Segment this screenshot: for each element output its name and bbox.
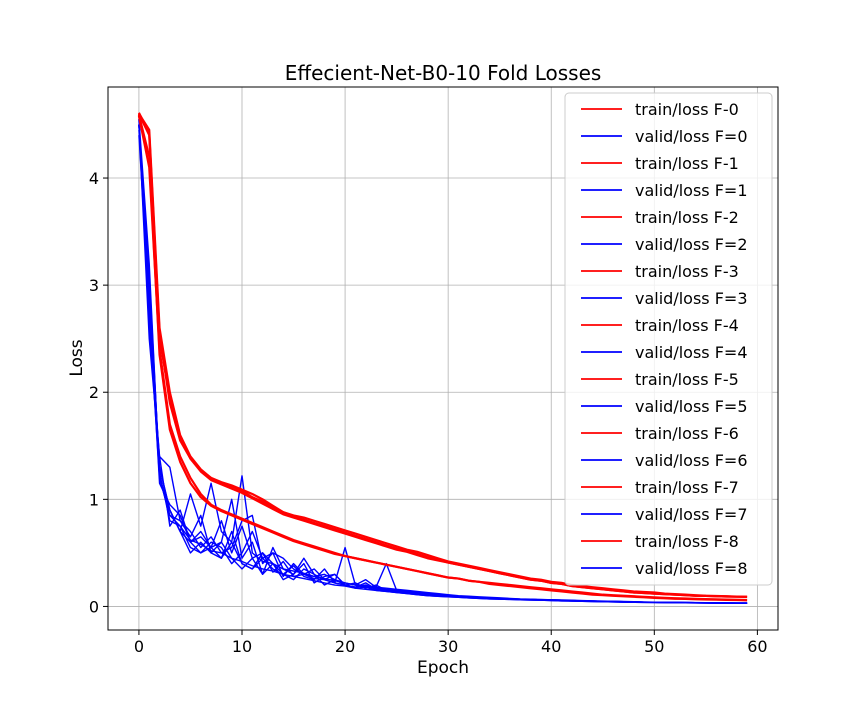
legend-label: valid/loss F=1 (635, 181, 748, 200)
series-line-train-loss-f-3 (137, 114, 748, 602)
y-tick-label: 2 (89, 383, 99, 402)
x-tick-label: 0 (134, 637, 144, 656)
legend-label: train/loss F-6 (635, 424, 739, 443)
legend: train/loss F-0 valid/loss F=0 train/loss F… (564, 92, 773, 586)
legend-label: valid/loss F=7 (635, 505, 748, 524)
legend-label: valid/loss F=8 (635, 559, 748, 578)
legend-label: valid/loss F=0 (635, 127, 748, 146)
x-axis-label: Epoch (417, 658, 469, 678)
x-axis: 0 10 20 30 40 50 60 (134, 630, 768, 656)
series-line-valid-loss-f-8 (138, 119, 748, 604)
series-line-train-loss-f-4 (137, 112, 748, 599)
legend-label: train/loss F-1 (635, 154, 739, 173)
x-tick-label: 50 (644, 637, 664, 656)
legend-label: train/loss F-5 (635, 370, 739, 389)
legend-box (564, 92, 773, 586)
legend-label: train/loss F-4 (635, 316, 739, 335)
legend-label: train/loss F-7 (635, 478, 739, 497)
legend-label: valid/loss F=4 (635, 343, 748, 362)
legend-label: train/loss F-2 (635, 208, 739, 227)
y-tick-label: 3 (89, 276, 99, 295)
y-axis: 0 1 2 3 4 (89, 169, 108, 616)
x-tick-label: 30 (438, 637, 458, 656)
series-layer (137, 112, 748, 604)
y-tick-label: 0 (89, 597, 99, 616)
legend-label: valid/loss F=6 (635, 451, 748, 470)
x-tick-label: 20 (335, 637, 355, 656)
chart-title: Effecient-Net-B0-10 Fold Losses (285, 61, 602, 85)
y-tick-label: 1 (89, 490, 99, 509)
x-tick-label: 40 (541, 637, 561, 656)
x-tick-label: 10 (232, 637, 252, 656)
legend-label: train/loss F-3 (635, 262, 739, 281)
legend-label: train/loss F-0 (635, 100, 739, 119)
y-axis-label: Loss (67, 339, 87, 376)
legend-label: valid/loss F=2 (635, 235, 748, 254)
legend-label: valid/loss F=5 (635, 397, 748, 416)
plot-frame (107, 86, 779, 631)
x-tick-label: 60 (747, 637, 767, 656)
y-tick-label: 4 (89, 169, 99, 188)
legend-label: train/loss F-8 (635, 532, 739, 551)
legend-label: valid/loss F=3 (635, 289, 748, 308)
